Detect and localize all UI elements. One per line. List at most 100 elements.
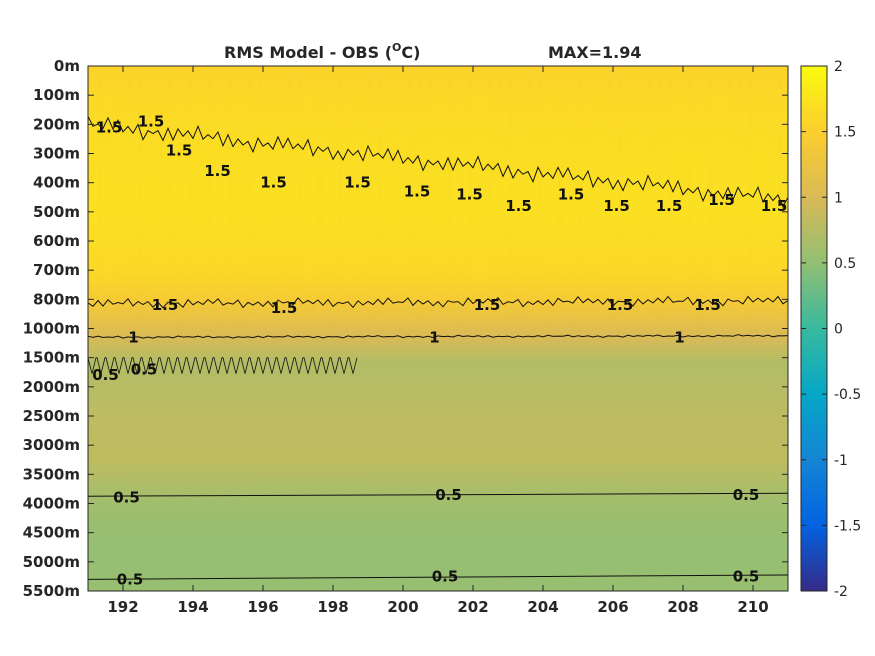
- stripe: [758, 66, 762, 329]
- stripe: [308, 66, 312, 329]
- contour-label: 1.5: [603, 197, 630, 215]
- y-tick-label: 500m: [33, 203, 80, 221]
- y-tick-label: 1000m: [23, 320, 80, 338]
- x-axis: 192 194 196 198 200 202 204 206 208 210: [107, 66, 769, 616]
- chart-title: RMS Model - OBS (OC): [224, 41, 420, 62]
- stripe: [748, 66, 752, 329]
- stripe: [258, 66, 262, 329]
- contour-label: 1.5: [694, 296, 721, 314]
- stripe: [518, 66, 522, 329]
- stripe: [548, 66, 552, 329]
- stripe: [608, 66, 612, 329]
- stripe: [318, 66, 322, 329]
- stripe: [578, 66, 582, 329]
- stripe: [528, 66, 532, 329]
- y-tick-label: 400m: [33, 174, 80, 192]
- stripe: [228, 66, 232, 329]
- stripe: [478, 66, 482, 329]
- stripe: [158, 66, 162, 329]
- stripe: [418, 66, 422, 329]
- x-tick-label: 206: [597, 598, 628, 616]
- stripe: [388, 66, 392, 329]
- stripe: [298, 66, 302, 329]
- heatmap-stripes: [88, 66, 782, 329]
- stripe: [468, 66, 472, 329]
- contour-label: 1.5: [505, 197, 532, 215]
- stripe: [648, 66, 652, 329]
- stripe: [338, 66, 342, 329]
- stripe: [428, 66, 432, 329]
- contour-label: 1.5: [260, 174, 287, 192]
- plot-area: 1.5 1.51.51.51.5 1.5 1.5 1.51.51.51.5 1.5 1.5 1…: [87, 65, 789, 592]
- contour-label: 1: [674, 328, 684, 346]
- colorbar-tick-label: -2: [834, 584, 848, 600]
- contour-label: 0.5: [113, 489, 140, 507]
- stripe: [658, 66, 662, 329]
- colorbar-tick-label: -1: [834, 453, 848, 469]
- stripe: [568, 66, 572, 329]
- stripe: [708, 66, 712, 329]
- y-tick-label: 4500m: [23, 524, 80, 542]
- stripe: [458, 66, 462, 329]
- contour-label: 1.5: [204, 162, 231, 180]
- x-tick-label: 204: [527, 598, 558, 616]
- heatmap-field: [88, 66, 788, 591]
- contour-label: 1.5: [607, 296, 634, 314]
- stripe: [538, 66, 542, 329]
- y-tick-label: 4000m: [23, 495, 80, 513]
- y-tick-label: 3500m: [23, 465, 80, 483]
- stripe: [598, 66, 602, 329]
- stripe: [208, 66, 212, 329]
- contour-1p5-upper: [88, 116, 788, 208]
- contour-label: 0.5: [432, 567, 459, 585]
- contour-label: 0.5: [92, 366, 119, 384]
- stripe: [488, 66, 492, 329]
- colorbar-tick-label: 1: [834, 190, 843, 206]
- stripe: [688, 66, 692, 329]
- stripe: [358, 66, 362, 329]
- y-tick-label: 0m: [54, 57, 80, 75]
- stripe: [508, 66, 512, 329]
- y-tick-label: 5500m: [23, 582, 80, 600]
- contour-label: 1.5: [166, 142, 193, 160]
- contour-label: 1.5: [96, 118, 123, 136]
- y-tick-label: 3000m: [23, 436, 80, 454]
- stripe: [288, 66, 292, 329]
- stripe: [738, 66, 742, 329]
- y-tick-label: 600m: [33, 232, 80, 250]
- contour-label: 0.5: [733, 567, 760, 585]
- contour-label: 1.5: [404, 182, 431, 200]
- y-tick-label: 1500m: [23, 349, 80, 367]
- stripe: [128, 66, 132, 329]
- stripe: [698, 66, 702, 329]
- stripe: [328, 66, 332, 329]
- y-tick-label: 2500m: [23, 407, 80, 425]
- colorbar-tick-label: 0.5: [834, 256, 856, 272]
- contour-label: 1.5: [152, 296, 179, 314]
- stripe: [168, 66, 172, 329]
- stripe: [88, 66, 92, 329]
- y-tick-label: 2000m: [23, 378, 80, 396]
- stripe: [438, 66, 442, 329]
- stripe: [408, 66, 412, 329]
- contour-label: 1.5: [271, 299, 298, 317]
- colorbar-tick-label: 1.5: [834, 125, 856, 141]
- stripe: [98, 66, 102, 329]
- x-tick-label: 200: [387, 598, 418, 616]
- y-tick-label: 100m: [33, 86, 80, 104]
- contour-label: 0.5: [733, 486, 760, 504]
- contour-0p5-sawtooth: [88, 357, 358, 374]
- stripe: [278, 66, 282, 329]
- colorbar-tick-label: -0.5: [834, 387, 861, 403]
- stripe: [178, 66, 182, 329]
- colorbar-tick-label: 2: [834, 59, 843, 75]
- contour-label: 1.5: [708, 191, 735, 209]
- stripe: [678, 66, 682, 329]
- stripe: [618, 66, 622, 329]
- contour-1: [88, 334, 788, 339]
- stripe: [188, 66, 192, 329]
- contour-0p5-b: [88, 574, 788, 580]
- stripe: [138, 66, 142, 329]
- stripe: [778, 66, 782, 329]
